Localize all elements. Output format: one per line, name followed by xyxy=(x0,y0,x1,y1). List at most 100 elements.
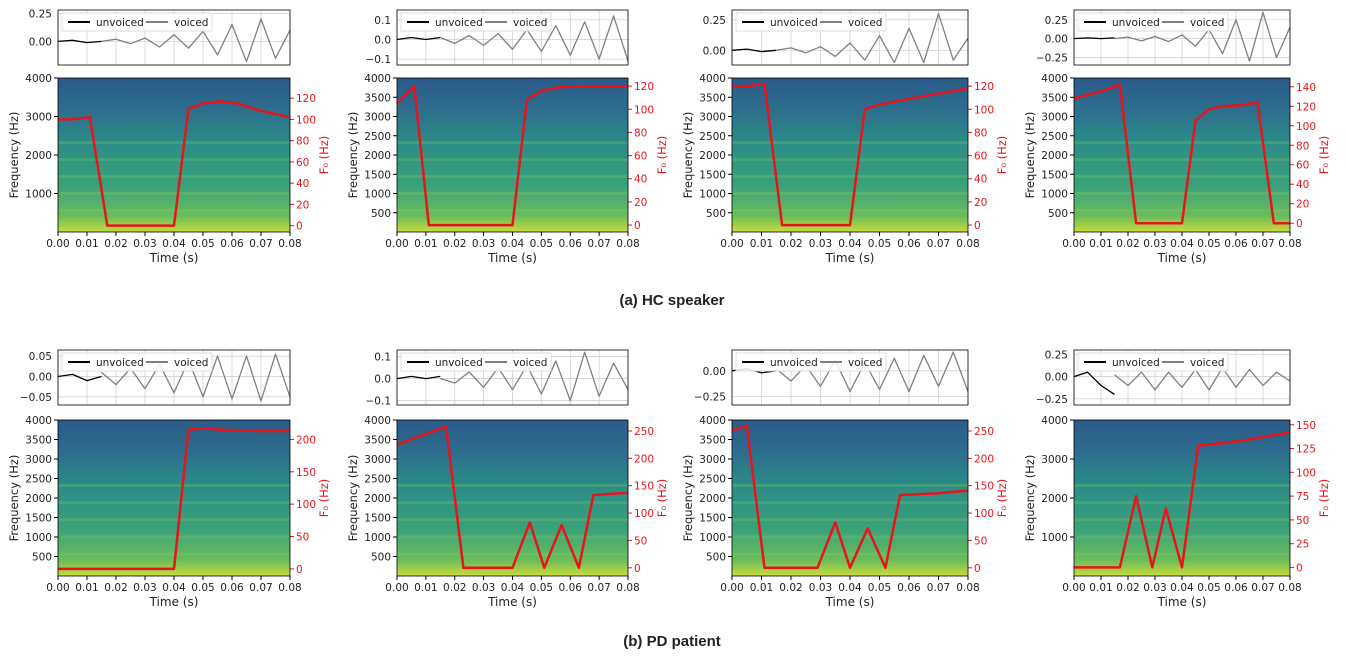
y-tick-label: 4000 xyxy=(699,415,726,427)
spectrogram-band xyxy=(1074,483,1290,487)
y-tick-label: 4000 xyxy=(1041,415,1068,427)
legend-label: voiced xyxy=(848,357,882,369)
spectrogram-band xyxy=(1074,208,1290,212)
y-axis-label: Frequency (Hz) xyxy=(681,112,695,199)
x-tick-label: 0.00 xyxy=(385,582,408,594)
spectrogram-band xyxy=(58,535,290,539)
f0-line xyxy=(1074,431,1291,569)
y-tick-label: 3000 xyxy=(364,454,391,466)
y2-tick-label: 120 xyxy=(1296,101,1316,113)
y2-axis-label: F₀ (Hz) xyxy=(317,479,331,518)
y-tick-label: 0.00 xyxy=(29,371,52,383)
y2-tick-label: 40 xyxy=(634,174,647,186)
y-tick-label: 2000 xyxy=(25,493,52,505)
x-tick-label: 0.08 xyxy=(616,582,639,594)
waveform-line xyxy=(396,36,441,41)
spectrogram-band xyxy=(58,175,290,179)
y-tick-label: 3500 xyxy=(699,435,726,447)
y-axis-label: Frequency (Hz) xyxy=(1023,455,1037,542)
y-tick-label: 3000 xyxy=(364,112,391,124)
legend-box xyxy=(400,352,552,372)
x-tick-label: 0.02 xyxy=(104,238,127,250)
y2-tick-label: 20 xyxy=(1296,199,1309,211)
y-tick-label: 4000 xyxy=(699,73,726,85)
x-tick-label: 0.07 xyxy=(249,238,272,250)
y2-tick-label: 80 xyxy=(974,127,987,139)
x-tick-label: 0.00 xyxy=(720,238,743,250)
x-tick-label: 0.04 xyxy=(1170,582,1194,594)
legend-box xyxy=(1077,12,1229,32)
x-tick-label: 0.02 xyxy=(104,582,127,594)
x-tick-label: 0.00 xyxy=(46,582,69,594)
legend-label: voiced xyxy=(848,17,882,29)
y2-axis-label: F₀ (Hz) xyxy=(995,136,1009,175)
y2-tick-label: 40 xyxy=(1296,179,1309,191)
f0-line xyxy=(731,424,969,570)
y-tick-label: 500 xyxy=(706,208,726,220)
x-tick-label: 0.03 xyxy=(1143,582,1166,594)
legend-box xyxy=(61,352,213,372)
y-tick-label: 4000 xyxy=(25,415,52,427)
y-tick-label: 500 xyxy=(706,552,726,564)
x-tick-label: 0.02 xyxy=(1116,238,1139,250)
y-tick-label: 1500 xyxy=(364,513,391,525)
spectrogram-frame xyxy=(57,77,291,233)
spectrogram xyxy=(732,78,968,232)
y2-tick-label: 100 xyxy=(974,104,994,116)
x-axis-label: Time (s) xyxy=(487,251,537,265)
y2-tick-label: 150 xyxy=(1296,420,1316,432)
y-tick-label: 4000 xyxy=(1041,73,1068,85)
waveform-frame xyxy=(396,349,629,406)
waveform-line xyxy=(1073,37,1115,40)
x-axis-label: Time (s) xyxy=(825,251,875,265)
y-tick-label: 500 xyxy=(1048,208,1068,220)
x-tick-label: 0.08 xyxy=(956,582,979,594)
spectrogram-band xyxy=(1074,158,1290,162)
x-tick-label: 0.06 xyxy=(559,582,583,594)
y2-tick-label: 80 xyxy=(1296,140,1309,152)
y-tick-label: 1000 xyxy=(699,532,726,544)
waveform-line xyxy=(57,39,102,44)
x-tick-label: 0.05 xyxy=(1197,582,1220,594)
spectrogram-frame xyxy=(396,419,629,577)
x-tick-label: 0.03 xyxy=(472,238,495,250)
legend-label: unvoiced xyxy=(96,17,144,29)
legend-label: voiced xyxy=(174,17,208,29)
y2-tick-label: 0 xyxy=(974,220,981,232)
y-tick-label: 2000 xyxy=(699,493,726,505)
f0-line xyxy=(396,84,628,227)
legend-box xyxy=(735,12,887,32)
x-tick-label: 0.06 xyxy=(220,238,244,250)
spectrogram-frame xyxy=(1073,77,1291,233)
y-tick-label: 2000 xyxy=(364,493,391,505)
y2-tick-label: 100 xyxy=(974,508,994,520)
y2-tick-label: 20 xyxy=(974,197,987,209)
y2-tick-label: 150 xyxy=(974,481,994,493)
y-tick-label: 1500 xyxy=(699,513,726,525)
legend-box xyxy=(400,12,552,32)
y2-tick-label: 50 xyxy=(1296,515,1309,527)
spectrogram-band xyxy=(58,141,290,145)
f0-line xyxy=(58,427,290,571)
legend-label: voiced xyxy=(1190,17,1224,29)
y-tick-label: 3000 xyxy=(1041,112,1068,124)
spectrogram-band xyxy=(397,208,628,212)
y-tick-label: −0.1 xyxy=(366,54,392,66)
x-tick-label: 0.02 xyxy=(1116,582,1139,594)
y-tick-label: 2500 xyxy=(364,474,391,486)
x-tick-label: 0.04 xyxy=(501,582,525,594)
spectrogram-band xyxy=(397,501,628,505)
spectrogram-band xyxy=(732,552,968,556)
x-tick-label: 0.06 xyxy=(897,582,921,594)
y-tick-label: 3000 xyxy=(25,112,52,124)
spectrogram-band xyxy=(397,483,628,487)
y-tick-label: 3000 xyxy=(699,112,726,124)
y-tick-label: 0.1 xyxy=(374,352,391,364)
y2-tick-label: 150 xyxy=(296,467,316,479)
x-axis-label: Time (s) xyxy=(487,595,537,609)
spectrogram-frame xyxy=(57,419,291,577)
legend-label: unvoiced xyxy=(435,17,483,29)
y2-tick-label: 40 xyxy=(296,178,309,190)
y2-tick-label: 60 xyxy=(296,157,309,169)
legend-label: unvoiced xyxy=(770,357,818,369)
